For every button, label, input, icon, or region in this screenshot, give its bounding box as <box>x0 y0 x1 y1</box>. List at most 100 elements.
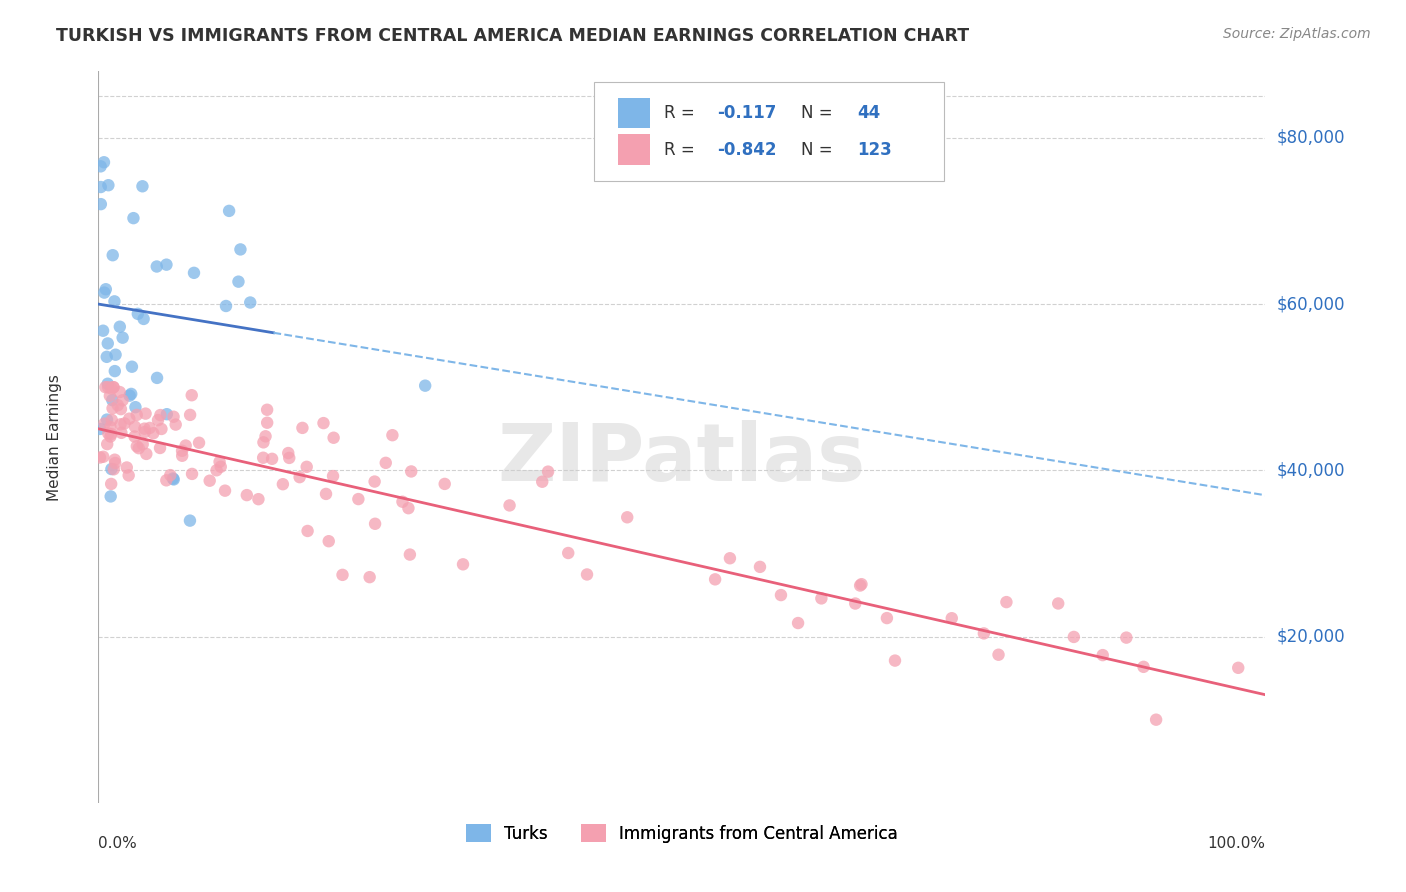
Point <box>236 488 259 502</box>
Point <box>198 474 221 488</box>
Point <box>254 429 277 443</box>
Point <box>135 447 157 461</box>
Point <box>146 260 169 274</box>
Text: N =: N = <box>801 104 838 122</box>
Point <box>749 560 772 574</box>
Point <box>247 492 270 507</box>
Point <box>252 450 274 465</box>
Point <box>973 626 995 640</box>
Point <box>214 483 236 498</box>
Point <box>179 408 201 422</box>
Point <box>179 514 201 528</box>
Point <box>146 413 169 427</box>
Point <box>90 197 112 211</box>
Point <box>413 378 436 392</box>
Point <box>110 425 132 440</box>
Text: 123: 123 <box>858 141 891 159</box>
Point <box>138 421 160 435</box>
Point <box>987 648 1010 662</box>
Point <box>108 319 131 334</box>
Point <box>876 611 898 625</box>
Point <box>170 443 193 458</box>
Point <box>114 417 136 431</box>
Point <box>100 477 122 491</box>
Point <box>172 449 194 463</box>
Point <box>1063 630 1085 644</box>
Point <box>531 475 554 489</box>
Point <box>93 155 115 169</box>
Point <box>787 615 810 630</box>
Point <box>118 411 141 425</box>
Text: $60,000: $60,000 <box>1277 295 1346 313</box>
Point <box>97 380 120 394</box>
Point <box>498 499 520 513</box>
Point <box>205 463 228 477</box>
Text: R =: R = <box>665 141 700 159</box>
Point <box>256 402 278 417</box>
Point <box>208 455 231 469</box>
Text: $40,000: $40,000 <box>1277 461 1346 479</box>
Point <box>209 459 232 474</box>
Legend: Turks, Immigrants from Central America: Turks, Immigrants from Central America <box>458 818 905 849</box>
Point <box>262 451 284 466</box>
Point <box>101 393 124 408</box>
Point <box>91 324 114 338</box>
Point <box>399 548 422 562</box>
Point <box>122 211 145 226</box>
Text: Source: ZipAtlas.com: Source: ZipAtlas.com <box>1223 27 1371 41</box>
Text: R =: R = <box>665 104 700 122</box>
Point <box>374 456 396 470</box>
Point <box>295 459 318 474</box>
Point <box>118 468 141 483</box>
Point <box>215 299 238 313</box>
Point <box>844 597 866 611</box>
Point <box>995 595 1018 609</box>
Point <box>93 417 115 431</box>
Point <box>616 510 638 524</box>
Point <box>884 654 907 668</box>
Text: Median Earnings: Median Earnings <box>46 374 62 500</box>
Point <box>718 551 741 566</box>
Point <box>118 389 141 403</box>
Point <box>188 435 211 450</box>
Point <box>89 422 111 436</box>
Point <box>97 376 120 391</box>
Text: 44: 44 <box>858 104 880 122</box>
Point <box>183 266 205 280</box>
Point <box>162 471 184 485</box>
Point <box>941 611 963 625</box>
FancyBboxPatch shape <box>617 135 651 165</box>
Point <box>131 179 153 194</box>
Point <box>347 492 370 507</box>
Point <box>557 546 579 560</box>
Point <box>124 429 146 443</box>
Point <box>110 402 132 417</box>
Point <box>322 469 344 483</box>
Point <box>163 472 186 486</box>
Point <box>391 494 413 508</box>
Point <box>135 407 157 421</box>
Point <box>132 312 155 326</box>
Point <box>97 178 120 193</box>
Point <box>291 421 314 435</box>
Point <box>318 534 340 549</box>
Point <box>332 567 354 582</box>
Point <box>100 426 122 441</box>
Point <box>120 387 142 401</box>
Point <box>125 408 148 422</box>
Point <box>110 417 132 432</box>
Point <box>288 470 311 484</box>
Point <box>228 275 250 289</box>
Point <box>315 487 337 501</box>
Point <box>149 441 172 455</box>
Point <box>124 400 146 414</box>
Point <box>218 203 240 218</box>
Text: 100.0%: 100.0% <box>1208 836 1265 851</box>
Text: ZIPatlas: ZIPatlas <box>498 420 866 498</box>
FancyBboxPatch shape <box>595 82 945 181</box>
Point <box>271 477 294 491</box>
Point <box>134 422 156 436</box>
Point <box>155 258 177 272</box>
Point <box>252 435 274 450</box>
Point <box>101 413 124 427</box>
